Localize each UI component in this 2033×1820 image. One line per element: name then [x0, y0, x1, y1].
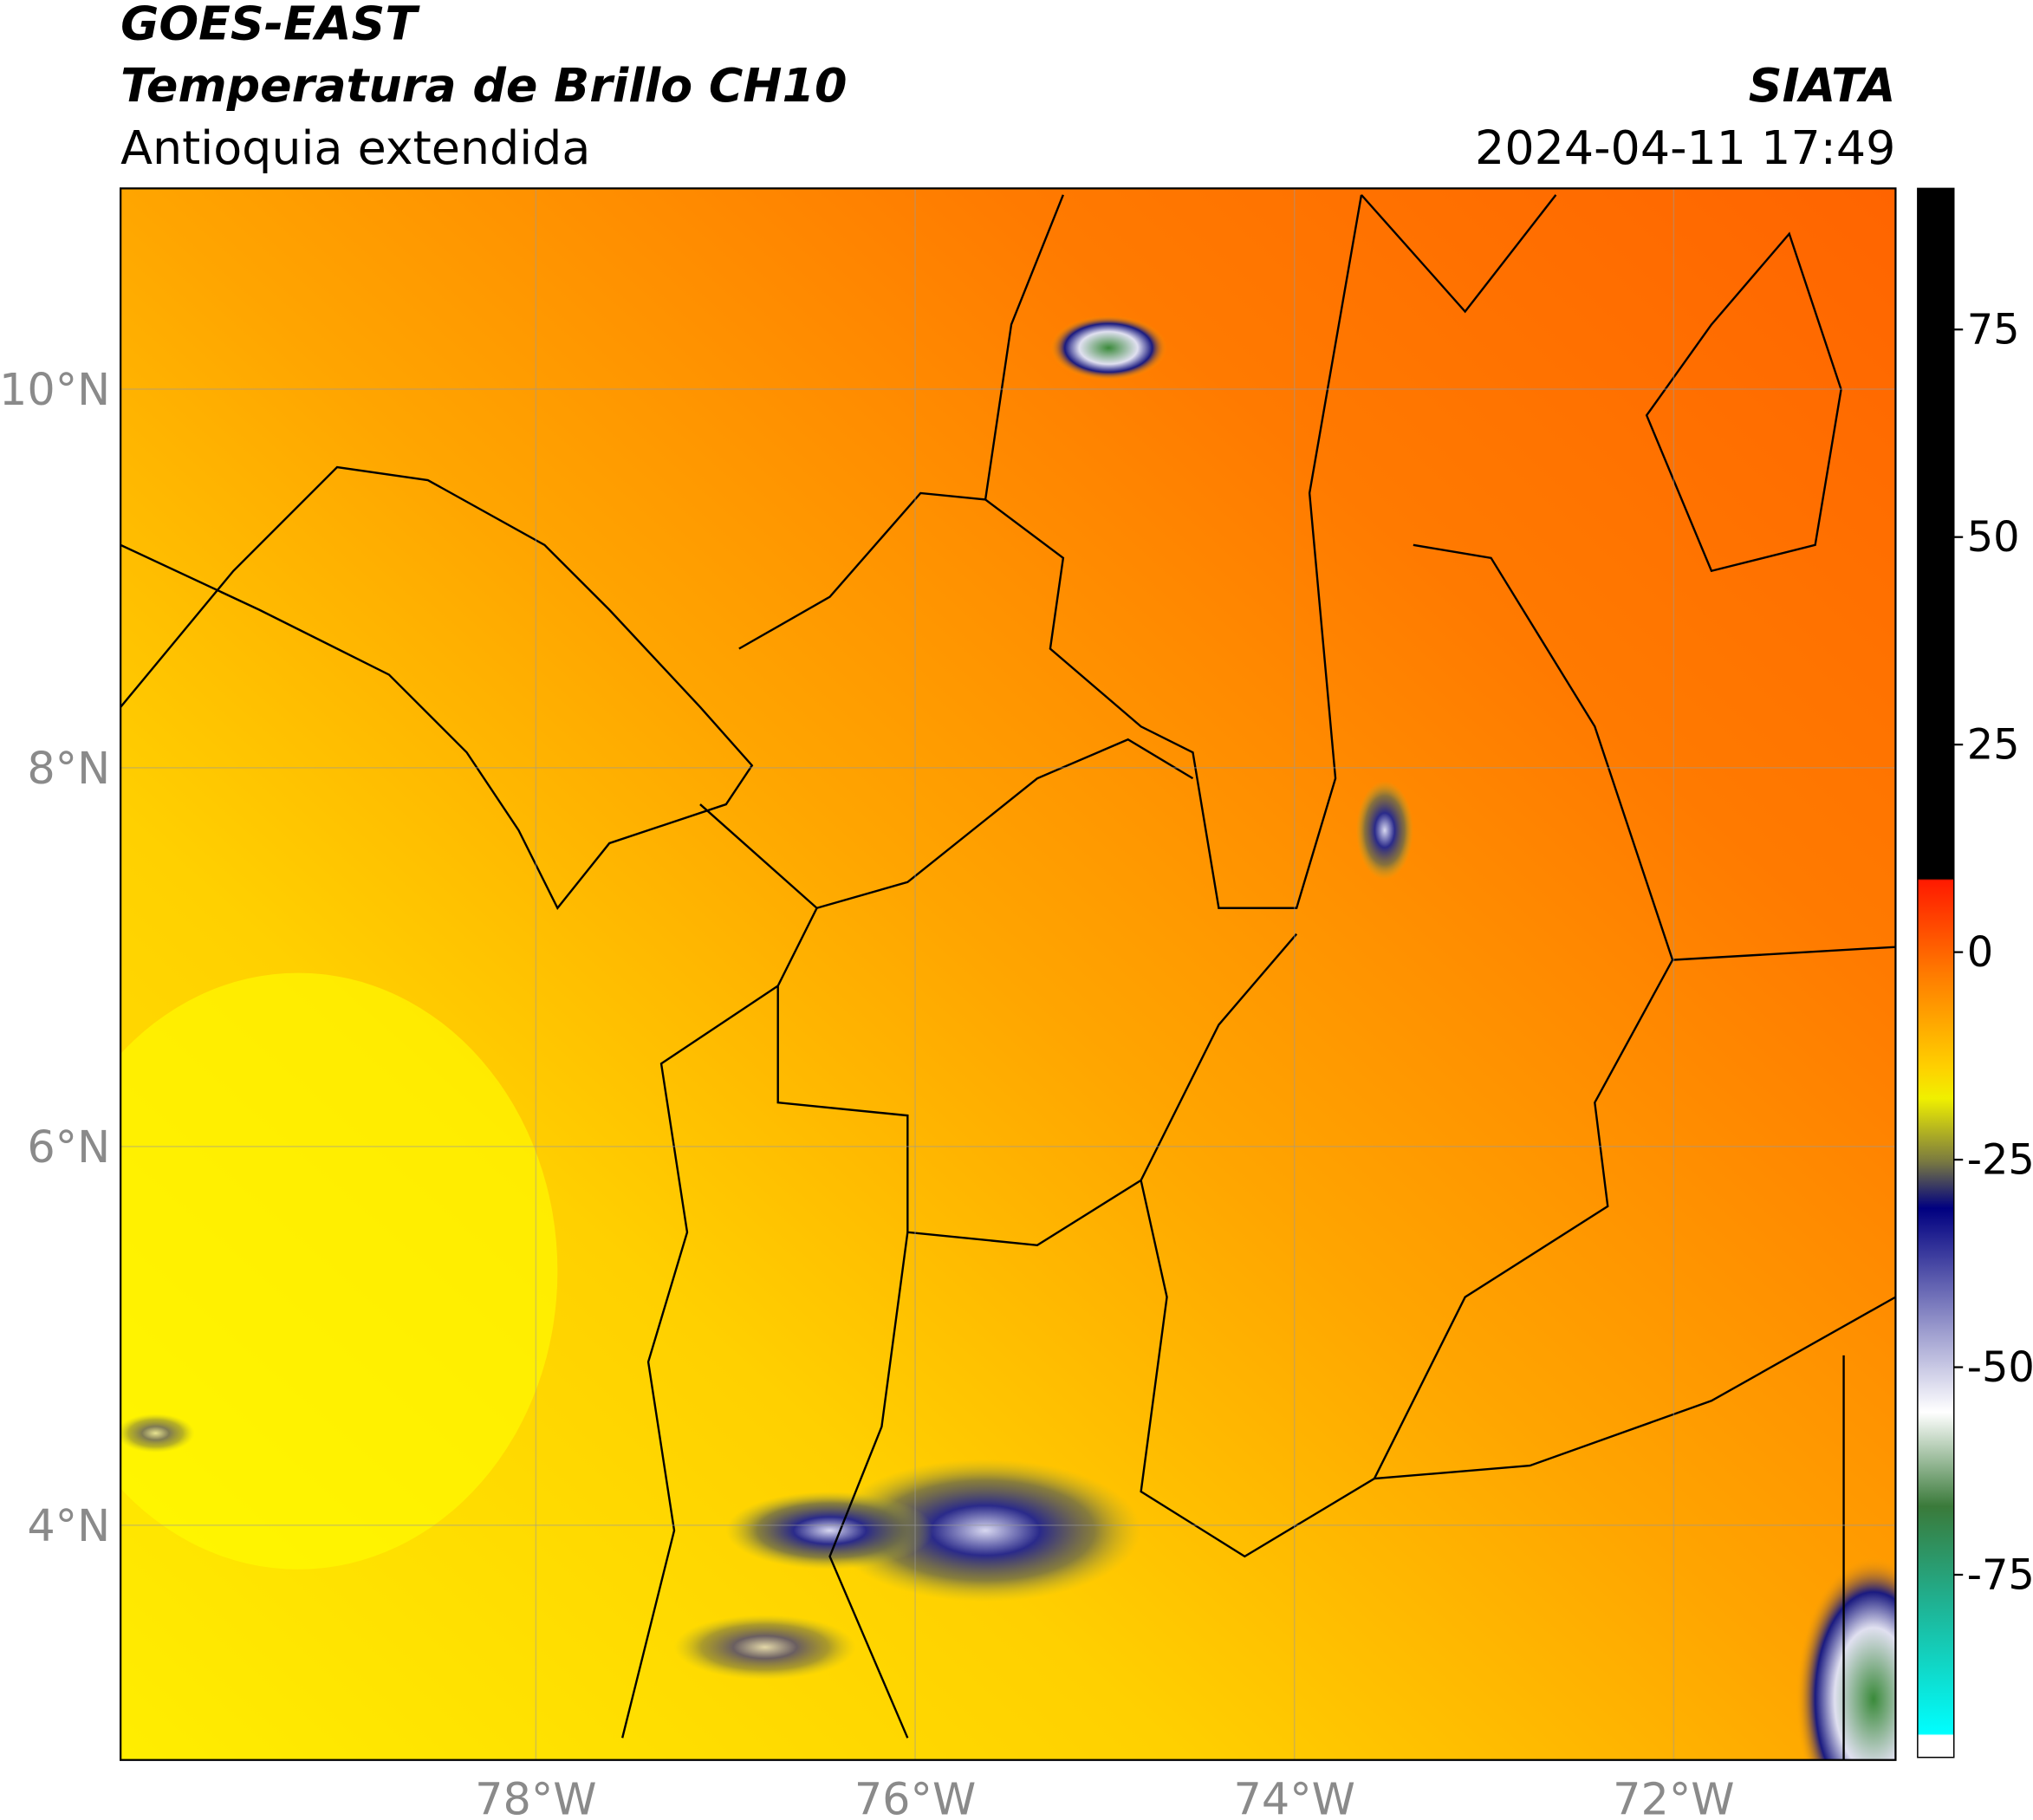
colorbar: [1917, 187, 1955, 1758]
grid: [120, 188, 1896, 1760]
x-tick-label: 78°W: [475, 1774, 596, 1820]
x-tick-label: 76°W: [854, 1774, 976, 1820]
colorbar-tick-label: 75: [1967, 307, 2020, 354]
colorbar-tick-label: 50: [1967, 514, 2020, 562]
region: Antioquia extendida: [120, 120, 590, 175]
x-tick-label: 74°W: [1233, 1774, 1354, 1820]
colorbar-tick-label: -75: [1967, 1551, 2033, 1599]
subtitle: Temperatura de Brillo CH10: [120, 58, 847, 113]
title: GOES-EAST: [120, 0, 420, 50]
map-image: [120, 188, 1896, 1760]
source: SIATA: [1749, 58, 1896, 113]
colorbar-tick-label: 25: [1967, 722, 2020, 770]
colorbar-tick-label: 0: [1967, 929, 1993, 977]
colorbar-tick-label: -50: [1967, 1344, 2033, 1392]
y-tick-label: 8°N: [27, 743, 110, 794]
y-tick-label: 4°N: [27, 1500, 110, 1551]
colorbar-tick-label: -25: [1967, 1137, 2033, 1185]
map-frame: [120, 187, 1897, 1761]
y-tick-label: 6°N: [27, 1121, 110, 1173]
timestamp: 2024-04-11 17:49: [1475, 120, 1895, 175]
y-tick-label: 10°N: [0, 364, 110, 415]
x-tick-label: 72°W: [1613, 1774, 1734, 1820]
